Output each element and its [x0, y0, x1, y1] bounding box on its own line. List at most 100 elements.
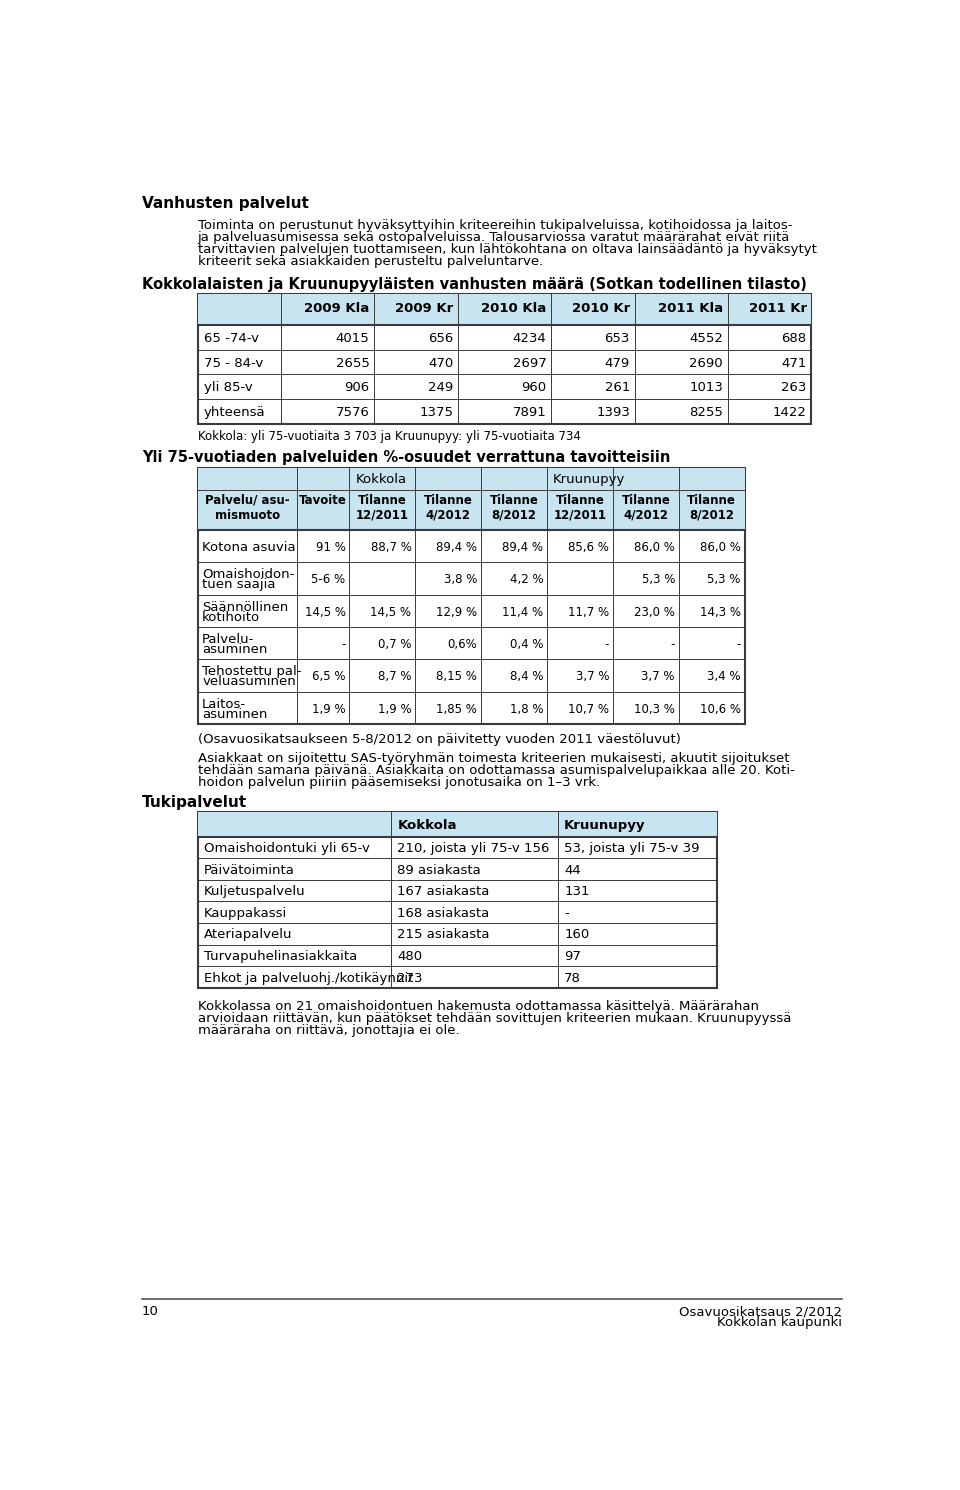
Text: Omaishoidon-: Omaishoidon- [203, 568, 295, 581]
Text: veluasuminen: veluasuminen [203, 675, 296, 688]
Text: 5-6 %: 5-6 % [311, 574, 346, 587]
Text: Kotona asuvia: Kotona asuvia [203, 541, 296, 554]
Text: Tilanne
8/2012: Tilanne 8/2012 [490, 493, 539, 521]
Text: ja palveluasumisessa sekä ostopalveluissa. Talousarviossa varatut määrärahat eiv: ja palveluasumisessa sekä ostopalveluiss… [198, 231, 790, 244]
Text: -: - [736, 638, 741, 651]
Text: -: - [605, 638, 609, 651]
Text: Tukipalvelut: Tukipalvelut [142, 796, 247, 811]
Text: yli 85-v: yli 85-v [204, 381, 252, 395]
Text: Yli 75-vuotiaden palveluiden %-osuudet verrattuna tavoitteisiin: Yli 75-vuotiaden palveluiden %-osuudet v… [142, 450, 670, 465]
Text: arvioidaan riittävän, kun päätökset tehdään sovittujen kriteerien mukaan. Kruunu: arvioidaan riittävän, kun päätökset tehd… [198, 1012, 791, 1025]
Text: 4234: 4234 [513, 332, 546, 346]
Text: Kokkolassa on 21 omaishoidontuen hakemusta odottamassa käsittelyä. Määrärahan: Kokkolassa on 21 omaishoidontuen hakemus… [198, 1000, 758, 1013]
Text: 91 %: 91 % [316, 541, 346, 554]
Text: 89 asiakasta: 89 asiakasta [397, 864, 481, 876]
Text: 7891: 7891 [513, 405, 546, 419]
Text: Laitos-: Laitos- [203, 697, 247, 711]
Text: 168 asiakasta: 168 asiakasta [397, 907, 490, 919]
Text: Omaishoidontuki yli 65-v: Omaishoidontuki yli 65-v [204, 842, 370, 855]
Text: tarvittavien palvelujen tuottamiseen, kun lähtökohtana on oltava lainsäädäntö ja: tarvittavien palvelujen tuottamiseen, ku… [198, 243, 816, 256]
Text: Kauppakassi: Kauppakassi [204, 907, 287, 919]
Text: 131: 131 [564, 885, 589, 898]
Text: 1393: 1393 [596, 405, 630, 419]
Text: 3,7 %: 3,7 % [576, 670, 609, 684]
Text: 1,8 %: 1,8 % [510, 703, 543, 715]
Text: Tehostettu pal-: Tehostettu pal- [203, 666, 301, 678]
Text: asuminen: asuminen [203, 708, 268, 721]
Text: 8,7 %: 8,7 % [378, 670, 412, 684]
Text: 4015: 4015 [336, 332, 370, 346]
Text: Asiakkaat on sijoitettu SAS-työryhmän toimesta kriteerien mukaisesti, akuutit si: Asiakkaat on sijoitettu SAS-työryhmän to… [198, 751, 789, 764]
Text: Päivätoiminta: Päivätoiminta [204, 864, 295, 876]
Text: Turvapuhelinasiakkaita: Turvapuhelinasiakkaita [204, 951, 357, 963]
Text: Tilanne
12/2011: Tilanne 12/2011 [356, 493, 409, 521]
Text: 75 - 84-v: 75 - 84-v [204, 356, 263, 370]
Text: 2690: 2690 [689, 356, 723, 370]
Text: 261: 261 [605, 381, 630, 395]
Text: 470: 470 [428, 356, 453, 370]
Text: 263: 263 [781, 381, 806, 395]
Text: 11,4 %: 11,4 % [502, 606, 543, 618]
Text: Tavoite: Tavoite [300, 493, 347, 507]
Text: Ehkot ja palveluohj./kotikäynnit: Ehkot ja palveluohj./kotikäynnit [204, 971, 413, 985]
Text: Palvelu-: Palvelu- [203, 633, 254, 647]
Text: 688: 688 [781, 332, 806, 346]
Text: Tilanne
8/2012: Tilanne 8/2012 [687, 493, 736, 521]
Text: 2010 Kla: 2010 Kla [481, 302, 546, 314]
Text: 1,85 %: 1,85 % [437, 703, 477, 715]
Text: 10,3 %: 10,3 % [634, 703, 675, 715]
Text: 89,4 %: 89,4 % [502, 541, 543, 554]
Text: Kokkolan kaupunki: Kokkolan kaupunki [717, 1316, 842, 1329]
Text: 3,7 %: 3,7 % [641, 670, 675, 684]
Text: 5,3 %: 5,3 % [708, 574, 741, 587]
Text: 906: 906 [345, 381, 370, 395]
Text: 65 -74-v: 65 -74-v [204, 332, 258, 346]
Text: 210, joista yli 75-v 156: 210, joista yli 75-v 156 [397, 842, 550, 855]
Text: 0,6%: 0,6% [447, 638, 477, 651]
Text: 53, joista yli 75-v 39: 53, joista yli 75-v 39 [564, 842, 700, 855]
Text: 85,6 %: 85,6 % [568, 541, 609, 554]
Text: 249: 249 [428, 381, 453, 395]
Text: (Osavuosikatsaukseen 5-8/2012 on päivitetty vuoden 2011 väestöluvut): (Osavuosikatsaukseen 5-8/2012 on päivite… [198, 733, 681, 746]
Text: 5,3 %: 5,3 % [641, 574, 675, 587]
Text: Säännöllinen: Säännöllinen [203, 600, 288, 614]
Text: 0,4 %: 0,4 % [510, 638, 543, 651]
Text: 2011 Kla: 2011 Kla [658, 302, 723, 314]
Text: 7576: 7576 [336, 405, 370, 419]
Bar [198, 468, 745, 724]
Text: 3,8 %: 3,8 % [444, 574, 477, 587]
Text: 14,5 %: 14,5 % [304, 606, 346, 618]
Text: 2697: 2697 [513, 356, 546, 370]
Text: 1375: 1375 [420, 405, 453, 419]
Text: Kokkola: Kokkola [397, 820, 457, 831]
Text: 167 asiakasta: 167 asiakasta [397, 885, 490, 898]
Text: Vanhusten palvelut: Vanhusten palvelut [142, 195, 308, 210]
Text: 656: 656 [428, 332, 453, 346]
Text: Tilanne
4/2012: Tilanne 4/2012 [423, 493, 472, 521]
Text: 479: 479 [605, 356, 630, 370]
Text: 471: 471 [781, 356, 806, 370]
Text: Tilanne
12/2011: Tilanne 12/2011 [554, 493, 607, 521]
Text: 1422: 1422 [773, 405, 806, 419]
Text: 6,5 %: 6,5 % [312, 670, 346, 684]
Text: 2011 Kr: 2011 Kr [749, 302, 806, 314]
Text: kotihoito: kotihoito [203, 611, 260, 624]
Text: Kokkolalaisten ja Kruunupyyläisten vanhusten määrä (Sotkan todellinen tilasto): Kokkolalaisten ja Kruunupyyläisten vanhu… [142, 277, 806, 292]
Text: -: - [670, 638, 675, 651]
Text: 11,7 %: 11,7 % [568, 606, 609, 618]
Text: 2009 Kr: 2009 Kr [395, 302, 453, 314]
Text: 3,4 %: 3,4 % [708, 670, 741, 684]
Text: 215 asiakasta: 215 asiakasta [397, 928, 490, 942]
Text: 8255: 8255 [689, 405, 723, 419]
Text: tuen saajia: tuen saajia [203, 578, 276, 592]
Text: 23,0 %: 23,0 % [634, 606, 675, 618]
Text: 14,5 %: 14,5 % [371, 606, 412, 618]
Text: 10,7 %: 10,7 % [568, 703, 609, 715]
Text: Palvelu/ asu-
mismuoto: Palvelu/ asu- mismuoto [204, 493, 289, 521]
Text: 960: 960 [521, 381, 546, 395]
Text: 12,9 %: 12,9 % [436, 606, 477, 618]
Text: hoidon palvelun piiriin pääsemiseksi jonotusaika on 1–3 vrk.: hoidon palvelun piiriin pääsemiseksi jon… [198, 776, 600, 788]
Text: 0,7 %: 0,7 % [378, 638, 412, 651]
Text: asuminen: asuminen [203, 644, 268, 656]
Text: 10,6 %: 10,6 % [700, 703, 741, 715]
